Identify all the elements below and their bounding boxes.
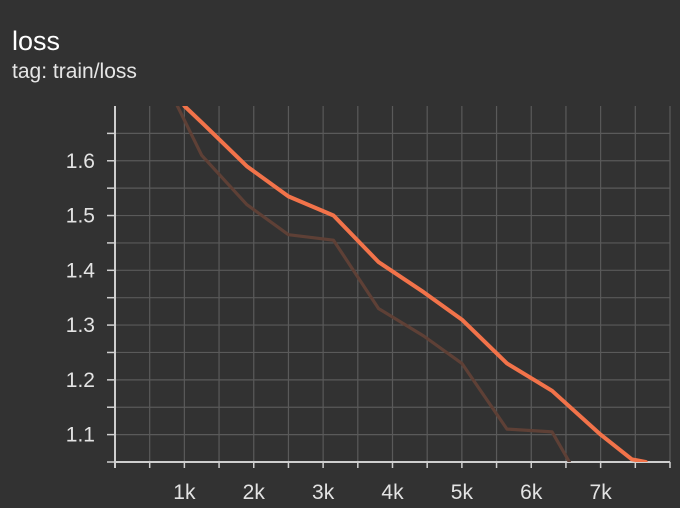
series-lines — [175, 106, 648, 462]
y-tick-label: 1.4 — [66, 259, 96, 282]
tick-labels: 1k 2k 3k 4k 5k 6k 7k 1.1 1.2 1.3 1.4 1.5 1.6 — [66, 150, 612, 504]
axes — [107, 106, 671, 468]
x-tick-label: 1k — [173, 481, 196, 504]
x-tick-label: 3k — [312, 481, 335, 504]
y-tick-label: 1.2 — [66, 369, 95, 392]
y-tick-label: 1.1 — [66, 424, 95, 447]
y-tick-label: 1.6 — [66, 150, 95, 173]
x-tick-label: 6k — [520, 481, 543, 504]
x-tick-label: 7k — [590, 481, 613, 504]
y-tick-label: 1.3 — [66, 314, 95, 337]
grid-lines — [115, 106, 671, 463]
raw-loss-line — [175, 106, 572, 462]
x-tick-label: 2k — [243, 481, 266, 504]
x-tick-label: 5k — [451, 481, 474, 504]
chart-title: loss — [12, 26, 61, 56]
chart-tag-label: tag: train/loss — [12, 60, 137, 83]
x-tick-label: 4k — [381, 481, 404, 504]
smoothed-loss-line — [182, 106, 648, 462]
y-tick-label: 1.5 — [66, 205, 95, 228]
